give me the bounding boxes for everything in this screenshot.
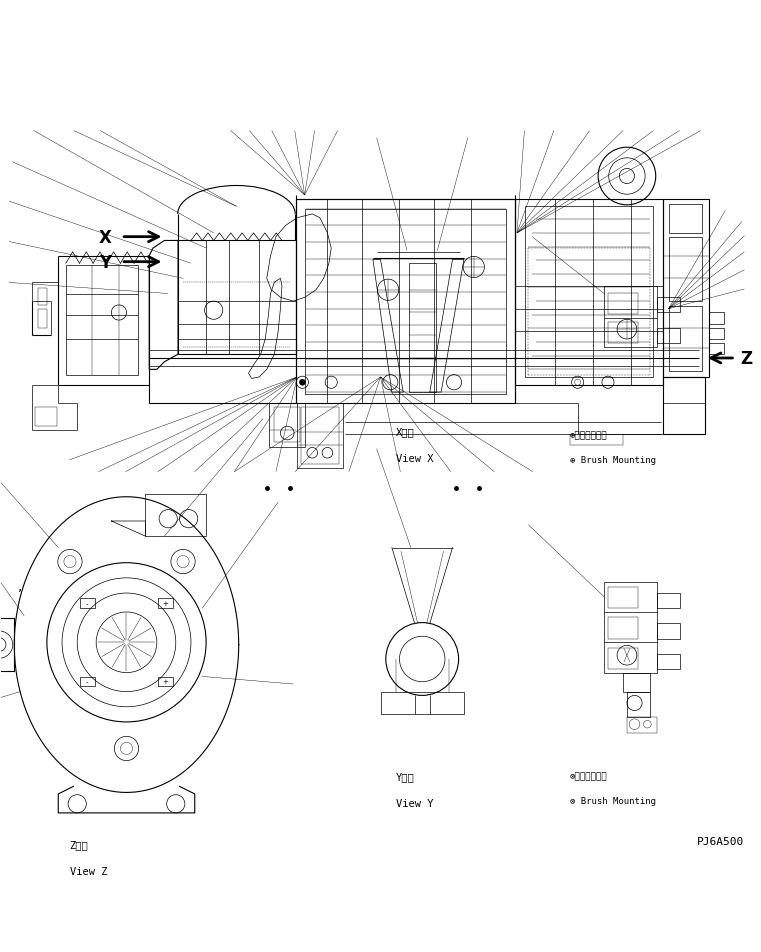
Bar (708, 328, 724, 340)
Text: PJ6A500: PJ6A500 (697, 836, 744, 845)
Text: -: - (86, 679, 88, 684)
Bar (627, 717, 658, 734)
Bar (658, 593, 680, 608)
Text: X　視: X 視 (396, 426, 415, 437)
Bar (38, 309, 47, 328)
Bar (658, 328, 680, 344)
Text: Z　視: Z 視 (69, 840, 88, 849)
Bar (708, 313, 724, 325)
Text: +: + (163, 679, 169, 684)
Bar (669, 237, 702, 302)
Bar (158, 677, 174, 686)
Text: +: + (163, 601, 169, 606)
Bar (524, 208, 654, 378)
Bar (608, 618, 638, 639)
Bar (627, 692, 650, 717)
Text: ⊕ブラシ取付法: ⊕ブラシ取付法 (570, 430, 608, 440)
Bar (297, 404, 342, 468)
Bar (295, 200, 515, 404)
Text: X: X (98, 228, 111, 247)
Bar (178, 241, 295, 355)
Bar (664, 200, 708, 378)
Text: View Y: View Y (396, 798, 433, 808)
Bar (66, 267, 138, 376)
Bar (604, 582, 658, 673)
Bar (80, 677, 95, 686)
Bar (80, 599, 95, 608)
Text: Z: Z (740, 349, 753, 367)
Bar (604, 287, 658, 347)
Bar (658, 298, 680, 313)
Text: View X: View X (396, 453, 433, 464)
Bar (301, 407, 339, 465)
Bar (269, 404, 305, 447)
Text: View Z: View Z (69, 866, 107, 876)
Bar (658, 654, 680, 669)
Bar (658, 624, 680, 639)
Text: ⊗ブラシ取付法: ⊗ブラシ取付法 (570, 771, 608, 781)
Bar (608, 587, 638, 608)
Bar (669, 205, 702, 233)
Bar (608, 648, 638, 669)
Circle shape (299, 380, 305, 386)
Bar (664, 378, 705, 434)
Text: Y　視: Y 視 (396, 771, 415, 782)
Bar (623, 673, 650, 692)
Bar (409, 264, 436, 392)
Bar (669, 307, 702, 371)
Bar (38, 288, 47, 306)
Bar (608, 322, 638, 344)
Bar (380, 692, 464, 715)
Bar (145, 495, 206, 537)
Text: ⊕ Brush Mounting: ⊕ Brush Mounting (570, 456, 656, 465)
Bar (275, 407, 300, 443)
Text: ,: , (18, 579, 23, 593)
Text: Y: Y (99, 253, 111, 271)
Bar (304, 209, 505, 395)
Bar (708, 344, 724, 355)
Text: ⊗ Brush Mounting: ⊗ Brush Mounting (570, 797, 656, 805)
Bar (608, 293, 638, 315)
Bar (158, 599, 174, 608)
Bar (35, 407, 58, 426)
Text: -: - (86, 601, 88, 606)
Bar (515, 200, 664, 386)
